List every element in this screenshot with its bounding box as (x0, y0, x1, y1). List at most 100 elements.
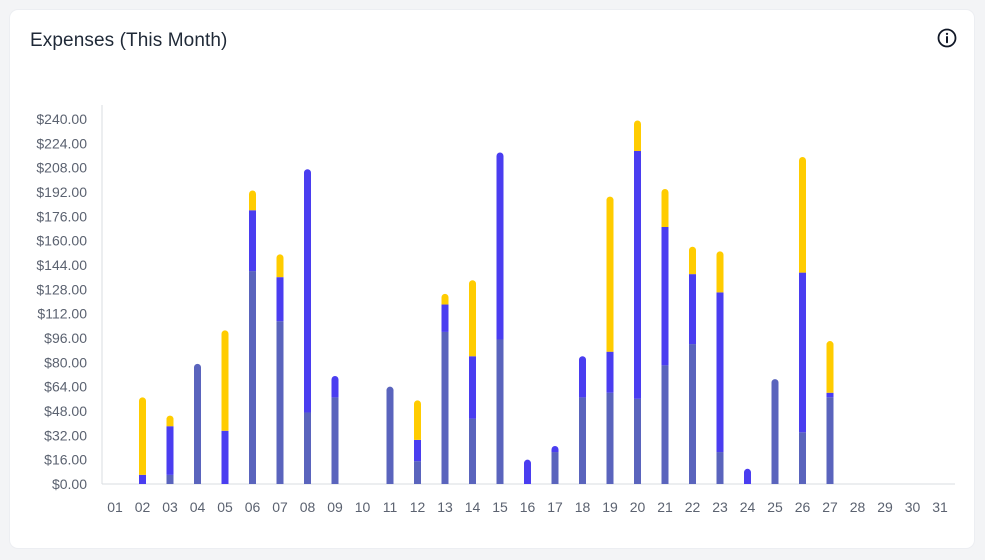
bar-segment[interactable] (139, 474, 146, 484)
bar-segment[interactable] (716, 452, 724, 484)
bar-stack-03[interactable] (166, 415, 174, 484)
bar-segment[interactable] (496, 152, 504, 340)
y-tick-label: $0.00 (52, 476, 87, 492)
bar-stack-04[interactable] (194, 363, 201, 484)
bar-segment[interactable] (139, 397, 146, 475)
bar-segment[interactable] (799, 272, 806, 433)
bar-segment[interactable] (414, 400, 421, 440)
bar-stack-26[interactable] (799, 157, 806, 484)
x-tick-label: 04 (190, 499, 206, 515)
bar-segment[interactable] (414, 461, 421, 484)
bar-segment[interactable] (716, 292, 724, 453)
x-tick-label: 30 (905, 499, 921, 515)
bar-segment[interactable] (441, 293, 449, 305)
bar-segment[interactable] (331, 376, 339, 398)
info-icon[interactable] (935, 26, 959, 50)
bar-segment[interactable] (496, 339, 504, 484)
bar-segment[interactable] (386, 386, 394, 484)
bar-segment[interactable] (304, 169, 311, 413)
x-tick-label: 05 (217, 499, 233, 515)
bar-stack-15[interactable] (496, 152, 504, 484)
bar-segment[interactable] (634, 120, 641, 151)
bar-segment[interactable] (524, 459, 531, 484)
bar-segment[interactable] (826, 341, 834, 393)
bar-segment[interactable] (276, 321, 284, 484)
bar-segment[interactable] (551, 452, 559, 484)
x-tick-label: 26 (795, 499, 811, 515)
bar-segment[interactable] (606, 392, 614, 484)
bar-segment[interactable] (304, 412, 311, 484)
bar-stack-17[interactable] (551, 445, 559, 484)
bar-segment[interactable] (771, 379, 779, 484)
bar-segment[interactable] (716, 251, 724, 293)
x-tick-label: 15 (492, 499, 508, 515)
bar-stack-19[interactable] (606, 196, 614, 484)
bar-segment[interactable] (551, 445, 559, 453)
bar-stack-07[interactable] (276, 254, 284, 484)
y-tick-label: $96.00 (44, 330, 87, 346)
bar-stack-18[interactable] (579, 356, 586, 484)
bar-stack-22[interactable] (689, 246, 696, 484)
bar-stack-13[interactable] (441, 293, 449, 484)
bar-segment[interactable] (331, 397, 339, 484)
bar-segment[interactable] (249, 190, 256, 211)
bar-segment[interactable] (689, 344, 696, 484)
bar-segment[interactable] (579, 397, 586, 484)
bar-segment[interactable] (826, 397, 834, 484)
bar-segment[interactable] (661, 188, 669, 227)
bar-segment[interactable] (606, 196, 614, 352)
bar-stack-23[interactable] (716, 251, 724, 484)
x-tick-label: 10 (355, 499, 371, 515)
bar-segment[interactable] (689, 246, 696, 275)
bar-stack-24[interactable] (744, 468, 751, 484)
y-axis-ticks: $0.00 $16.00 $32.00 $48.00 $64.00 $80.00 $96.0… (36, 111, 87, 492)
bar-stack-16[interactable] (524, 459, 531, 484)
bar-stack-06[interactable] (249, 190, 256, 484)
bar-stack-27[interactable] (826, 341, 834, 484)
bar-segment[interactable] (826, 392, 834, 398)
bar-segment[interactable] (276, 254, 284, 278)
bar-segment[interactable] (276, 277, 284, 322)
bar-segment[interactable] (194, 363, 201, 484)
bar-stack-12[interactable] (414, 400, 421, 484)
bar-stack-02[interactable] (139, 397, 146, 484)
y-tick-label: $176.00 (36, 208, 87, 224)
bar-stack-20[interactable] (634, 120, 641, 484)
bar-segment[interactable] (469, 356, 476, 419)
bar-segment[interactable] (469, 280, 476, 357)
x-tick-label: 02 (135, 499, 151, 515)
bar-segment[interactable] (606, 351, 614, 393)
bar-segment[interactable] (221, 330, 229, 431)
x-tick-label: 03 (162, 499, 178, 515)
bar-stack-25[interactable] (771, 379, 779, 484)
x-tick-label: 11 (383, 499, 398, 515)
bar-segment[interactable] (441, 331, 449, 484)
bar-segment[interactable] (249, 271, 256, 484)
bar-segment[interactable] (441, 304, 449, 332)
bar-stack-14[interactable] (469, 280, 476, 484)
bar-segment[interactable] (414, 439, 421, 462)
bar-segment[interactable] (579, 356, 586, 398)
x-tick-label: 07 (272, 499, 288, 515)
bar-segment[interactable] (166, 415, 174, 427)
x-tick-label: 29 (877, 499, 893, 515)
bar-segment[interactable] (799, 157, 806, 273)
bar-segment[interactable] (469, 418, 476, 484)
bar-segment[interactable] (249, 210, 256, 272)
bar-segment[interactable] (799, 432, 806, 484)
bar-segment[interactable] (634, 398, 641, 484)
bar-segment[interactable] (661, 226, 669, 366)
bar-segment[interactable] (166, 474, 174, 484)
bar-segment[interactable] (166, 426, 174, 475)
bar-stack-05[interactable] (221, 330, 229, 484)
bar-stack-09[interactable] (331, 376, 339, 484)
bar-stack-21[interactable] (661, 188, 669, 484)
bar-stack-11[interactable] (386, 386, 394, 484)
x-tick-label: 25 (767, 499, 783, 515)
bar-segment[interactable] (661, 365, 669, 484)
bar-segment[interactable] (221, 430, 229, 484)
bar-segment[interactable] (744, 468, 751, 484)
bar-stack-08[interactable] (304, 169, 311, 484)
bar-segment[interactable] (689, 274, 696, 345)
bar-segment[interactable] (634, 150, 641, 399)
